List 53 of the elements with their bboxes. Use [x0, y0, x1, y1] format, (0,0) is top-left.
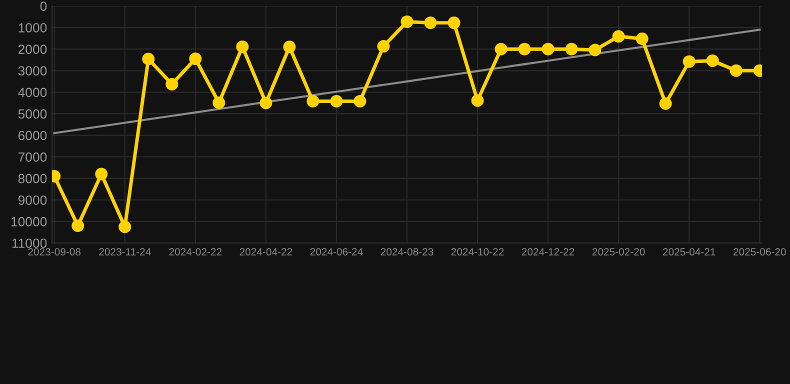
point — [682, 55, 696, 68]
line-series — [53, 28, 761, 134]
point — [565, 42, 578, 56]
point — [730, 64, 742, 77]
x-tick-label: 2024-04-22 — [240, 248, 292, 256]
point — [471, 94, 484, 107]
point — [659, 97, 672, 110]
y-tick-label: 3000 — [18, 66, 47, 76]
x-tick-label: 2024-06-24 — [310, 248, 363, 256]
point — [118, 220, 132, 234]
point — [95, 168, 108, 180]
x-tick-label: 2024-10-22 — [451, 248, 504, 256]
x-tick-label: 2024-08-23 — [380, 248, 434, 256]
point — [236, 40, 249, 53]
point — [518, 42, 531, 56]
y-tick-label: 11000 — [12, 238, 47, 248]
point — [189, 52, 202, 66]
point — [588, 44, 602, 56]
y-tick-label: 8000 — [18, 174, 47, 184]
y-tick-label: 10000 — [11, 217, 47, 226]
point — [212, 96, 226, 109]
x-tick-label: 2023-11-24 — [99, 248, 151, 256]
x-tick-label: 2025-04-21 — [663, 248, 716, 256]
x-tick-label: 2025-06-20 — [734, 248, 786, 256]
point — [166, 78, 178, 90]
point — [142, 52, 155, 66]
point — [377, 40, 390, 53]
point — [354, 94, 366, 108]
point — [612, 30, 625, 43]
point — [424, 16, 437, 30]
y-tick-label: 4000 — [18, 88, 47, 98]
x-tick-label: 2025-02-20 — [592, 248, 645, 256]
x-tick-label: 2024-02-22 — [169, 248, 222, 256]
y-tick-label: 9000 — [18, 195, 47, 205]
point — [542, 42, 554, 56]
point — [636, 32, 648, 45]
x-tick-label: 2024-12-22 — [522, 248, 574, 256]
y-tick-label: 5000 — [18, 109, 47, 119]
y-tick-label: 0 — [40, 2, 47, 11]
x-tick-label: 2023-09-08 — [28, 248, 81, 256]
y-tick-label: 2000 — [18, 44, 47, 54]
point — [330, 94, 343, 108]
point — [283, 40, 296, 54]
point — [72, 220, 84, 232]
point — [400, 15, 414, 28]
y-tick-label: 7000 — [18, 152, 47, 162]
point — [260, 96, 272, 110]
y-tick-label: 6000 — [18, 130, 47, 140]
point — [448, 16, 460, 30]
point — [306, 94, 320, 108]
point — [706, 54, 719, 67]
y-tick-label: 1000 — [18, 23, 47, 32]
point — [494, 42, 508, 56]
